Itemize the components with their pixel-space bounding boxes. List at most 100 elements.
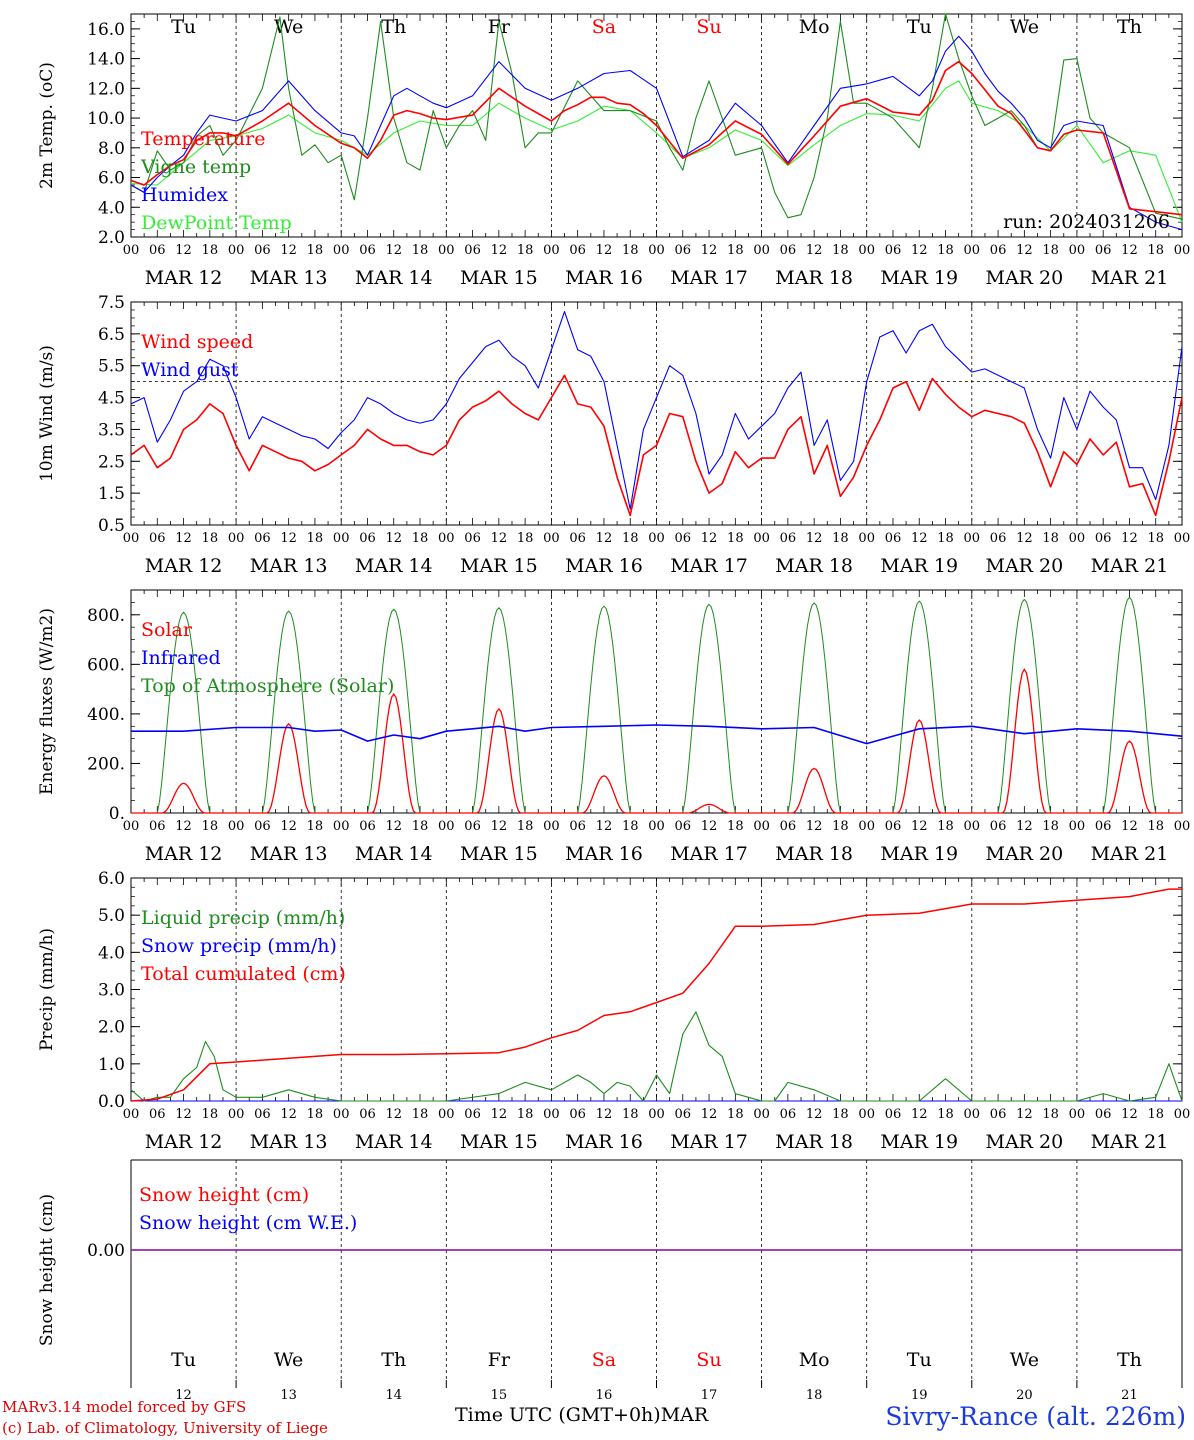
panel-3-date-label: MAR 21 — [1091, 1131, 1169, 1153]
panel-1-hour-tick-label: 06 — [464, 531, 481, 546]
footer-time-axis-label: Time UTC (GMT+0h)MAR — [455, 1404, 709, 1426]
panel-2-hour-tick-label: 06 — [359, 819, 376, 834]
panel-1-hour-tick-label: 18 — [307, 531, 324, 546]
panel-1-hour-tick-label: 12 — [280, 531, 297, 546]
panel-4-weekday-label: We — [1010, 1349, 1039, 1371]
panel-0-date-label: MAR 15 — [460, 267, 538, 289]
panel-0-legend-entry: Humidex — [141, 184, 228, 206]
panel-1-hour-tick-label: 06 — [675, 531, 692, 546]
panel-2-hour-tick-label: 12 — [701, 819, 718, 834]
panel-2-hour-tick-label: 18 — [622, 819, 639, 834]
panel-1-hour-tick-label: 18 — [202, 531, 219, 546]
panel-0-legend-entry: Vigne temp — [140, 156, 251, 178]
panel-2-date-label: MAR 18 — [775, 843, 853, 865]
panel-0-date-label: MAR 14 — [355, 267, 433, 289]
panel-3-hour-tick-label: 12 — [175, 1107, 192, 1122]
panel-3-hour-tick-label: 18 — [1147, 1107, 1164, 1122]
panel-0-hour-tick-label: 06 — [1095, 243, 1112, 258]
panel-1-hour-tick-label: 18 — [832, 531, 849, 546]
panel-2-hour-tick-label: 18 — [202, 819, 219, 834]
footer-station-name: Sivry-Rance (alt. 226m) — [885, 1402, 1186, 1431]
panel-4-day-number-label: 20 — [1016, 1388, 1033, 1403]
panel-3-hour-tick-label: 12 — [806, 1107, 823, 1122]
panel-0-y-tick-label: 2.0 — [98, 228, 125, 248]
panel-2-hour-tick-label: 18 — [1147, 819, 1164, 834]
panel-0-hour-tick-label: 12 — [596, 243, 613, 258]
panel-2-series-toa-day — [866, 600, 972, 814]
panel-3-series-total-cumulated-cm- — [130, 888, 1182, 1102]
panel-2-y-tick-label: 0. — [109, 804, 125, 824]
panel-2-date-label: MAR 15 — [460, 843, 538, 865]
panel-0-run-annotation: run: 2024031206 — [1003, 211, 1170, 233]
panel-0-hour-tick-label: 00 — [858, 243, 875, 258]
panel-3-hour-tick-label: 00 — [648, 1107, 665, 1122]
panel-1-hour-tick-label: 00 — [228, 531, 245, 546]
panel-0-hour-tick-label: 12 — [491, 243, 508, 258]
panel-2-hour-tick-label: 18 — [832, 819, 849, 834]
panel-1-hour-tick-label: 12 — [1016, 531, 1033, 546]
panel-3-hour-tick-label: 12 — [280, 1107, 297, 1122]
panel-2-hour-tick-label: 12 — [596, 819, 613, 834]
panel-1-hour-tick-label: 12 — [1121, 531, 1138, 546]
panel-3-hour-tick-label: 18 — [727, 1107, 744, 1122]
panel-0-hour-tick-label: 18 — [832, 243, 849, 258]
panel-3-legend-entry: Liquid precip (mm/h) — [141, 907, 345, 929]
panel-3-y-tick-label: 2.0 — [98, 1018, 125, 1038]
panel-2-y-tick-label: 800. — [87, 606, 125, 626]
panel-0-hour-tick-label: 18 — [727, 243, 744, 258]
panel-0-hour-tick-label: 06 — [149, 243, 166, 258]
panel-4-day-number-label: 18 — [806, 1388, 823, 1403]
panel-4-y-axis-label: Snow height (cm) — [37, 1194, 57, 1346]
panel-0-hour-tick-label: 12 — [1121, 243, 1138, 258]
panel-0-hour-tick-label: 06 — [780, 243, 797, 258]
panel-4-day-number-label: 21 — [1121, 1388, 1138, 1403]
panel-3-hour-tick-label: 00 — [228, 1107, 245, 1122]
panel-1-y-tick-label: 1.5 — [98, 484, 125, 504]
panel-2-series-solar-day — [131, 782, 237, 814]
panel-4-day-number-label: 19 — [911, 1388, 928, 1403]
panel-0-hour-tick-label: 12 — [806, 243, 823, 258]
panel-2-hour-tick-label: 12 — [385, 819, 402, 834]
panel-3-hour-tick-label: 06 — [780, 1107, 797, 1122]
panel-2-series-toa-day — [341, 608, 447, 814]
panel-1-hour-tick-label: 18 — [727, 531, 744, 546]
panel-2-hour-tick-label: 00 — [648, 819, 665, 834]
panel-2-legend-entry: Solar — [141, 619, 193, 641]
panel-2-hour-tick-label: 12 — [175, 819, 192, 834]
panel-4-weekday-label: Su — [696, 1349, 721, 1371]
panel-0-hour-tick-label: 18 — [412, 243, 429, 258]
panel-2-hour-tick-label: 06 — [780, 819, 797, 834]
panel-0-y-axis-label: 2m Temp. (oC) — [37, 62, 57, 189]
panel-3-hour-tick-label: 06 — [1095, 1107, 1112, 1122]
panel-2-hour-tick-label: 00 — [858, 819, 875, 834]
panel-3-hour-tick-label: 06 — [464, 1107, 481, 1122]
panel-3-hour-tick-label: 18 — [1042, 1107, 1059, 1122]
panel-1-hour-tick-label: 06 — [780, 531, 797, 546]
panel-4-weekday-label: Th — [381, 1349, 406, 1371]
panel-0-hour-tick-label: 12 — [175, 243, 192, 258]
panel-0-weekday-label: We — [274, 16, 303, 38]
panel-1-hour-tick-label: 00 — [438, 531, 455, 546]
panel-3-hour-tick-label: 06 — [569, 1107, 586, 1122]
panel-4-day-number-label: 16 — [596, 1388, 613, 1403]
panel-1-hour-tick-label: 06 — [359, 531, 376, 546]
panel-1-hour-tick-label: 18 — [412, 531, 429, 546]
panel-4-day-number-label: 12 — [175, 1388, 192, 1403]
panel-2-hour-tick-label: 12 — [1016, 819, 1033, 834]
panel-3-hour-tick-label: 12 — [596, 1107, 613, 1122]
panel-2-hour-tick-label: 06 — [1095, 819, 1112, 834]
panel-1-hour-tick-label: 18 — [517, 531, 534, 546]
panel-1-hour-tick-label: 12 — [806, 531, 823, 546]
panel-3-y-tick-label: 0.0 — [98, 1092, 125, 1112]
panel-2-date-label: MAR 14 — [355, 843, 433, 865]
panel-0-hour-tick-label: 18 — [307, 243, 324, 258]
panel-3-hour-tick-label: 18 — [412, 1107, 429, 1122]
panel-2-series-toa-day — [551, 605, 657, 814]
panel-0-hour-tick-label: 06 — [464, 243, 481, 258]
panel-0-y-tick-label: 8.0 — [98, 139, 125, 159]
panel-0-date-label: MAR 21 — [1091, 267, 1169, 289]
panel-0-hour-tick-label: 12 — [701, 243, 718, 258]
panel-1-hour-tick-label: 18 — [1042, 531, 1059, 546]
panel-0-date-label: MAR 17 — [670, 267, 748, 289]
